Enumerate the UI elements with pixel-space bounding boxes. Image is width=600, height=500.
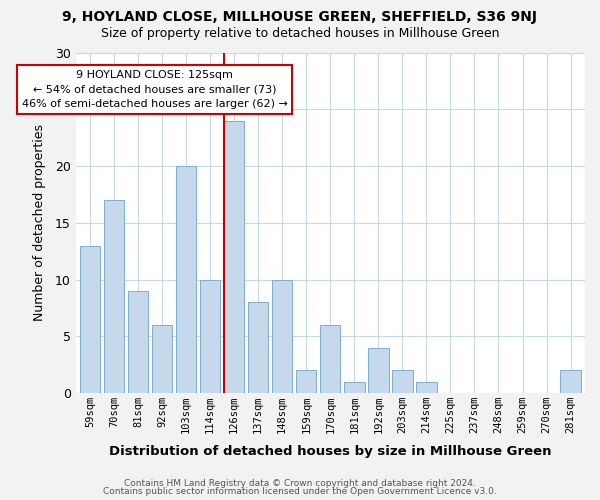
- Bar: [392, 370, 413, 393]
- Bar: [320, 325, 340, 393]
- Text: Contains public sector information licensed under the Open Government Licence v3: Contains public sector information licen…: [103, 487, 497, 496]
- Y-axis label: Number of detached properties: Number of detached properties: [34, 124, 46, 322]
- Bar: [368, 348, 389, 393]
- Text: Size of property relative to detached houses in Millhouse Green: Size of property relative to detached ho…: [101, 28, 499, 40]
- Bar: [296, 370, 316, 393]
- Bar: [560, 370, 581, 393]
- Bar: [200, 280, 220, 393]
- Bar: [176, 166, 196, 393]
- Bar: [128, 291, 148, 393]
- Bar: [224, 120, 244, 393]
- Text: Contains HM Land Registry data © Crown copyright and database right 2024.: Contains HM Land Registry data © Crown c…: [124, 478, 476, 488]
- Bar: [80, 246, 100, 393]
- Bar: [344, 382, 365, 393]
- X-axis label: Distribution of detached houses by size in Millhouse Green: Distribution of detached houses by size …: [109, 444, 551, 458]
- Bar: [416, 382, 437, 393]
- Text: 9, HOYLAND CLOSE, MILLHOUSE GREEN, SHEFFIELD, S36 9NJ: 9, HOYLAND CLOSE, MILLHOUSE GREEN, SHEFF…: [62, 10, 538, 24]
- Bar: [152, 325, 172, 393]
- Bar: [248, 302, 268, 393]
- Bar: [104, 200, 124, 393]
- Text: 9 HOYLAND CLOSE: 125sqm
← 54% of detached houses are smaller (73)
46% of semi-de: 9 HOYLAND CLOSE: 125sqm ← 54% of detache…: [22, 70, 288, 109]
- Bar: [272, 280, 292, 393]
